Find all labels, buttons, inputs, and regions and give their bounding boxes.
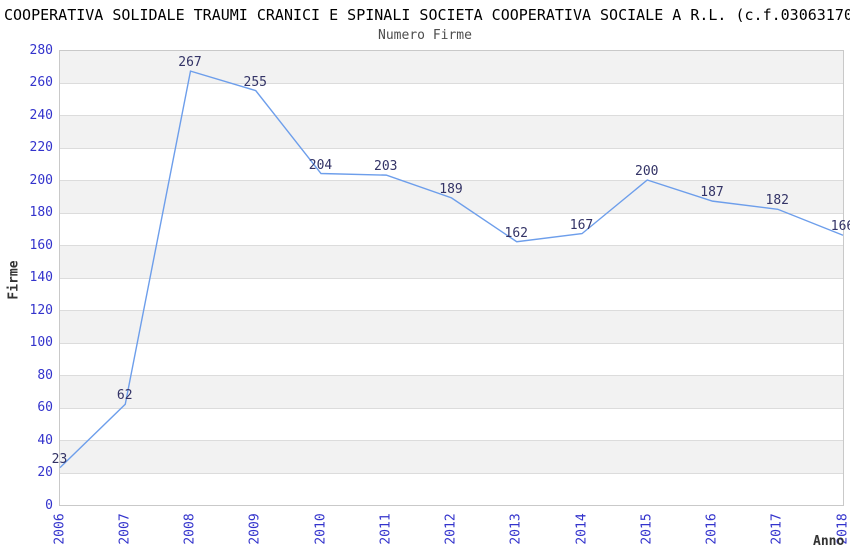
x-tick-label: 2013 [508,513,524,545]
data-point-label: 189 [439,181,463,197]
y-tick-label: 40 [37,432,53,448]
x-tick-label: 2012 [443,513,459,545]
data-point-label: 166 [830,219,850,235]
x-axis-title: Anno [813,534,845,549]
gridline [59,82,843,84]
x-tick-label: 2016 [704,513,720,545]
grid-band [59,115,843,148]
y-tick-label: 60 [37,400,53,415]
gridline [59,245,843,246]
x-tick-label: 2010 [313,513,328,545]
gridline [59,212,843,214]
data-point-label: 23 [51,451,68,467]
data-point-label: 204 [308,157,333,173]
series-line [59,70,843,469]
gridline [59,115,843,116]
x-tick-label: 2009 [247,513,263,545]
y-tick-label: 220 [29,140,53,155]
series-line-svg [59,70,843,469]
y-tick-label: 100 [29,335,53,350]
y-tick-label: 280 [29,42,53,58]
gridline [59,277,843,279]
gridline [59,180,843,181]
chart-title: COOPERATIVA SOLIDALE TRAUMI CRANICI E SP… [4,6,850,24]
x-tick-label: 2007 [117,513,133,545]
y-tick-label: 80 [37,367,53,383]
data-point-label: 167 [569,217,594,233]
gridline [59,147,843,149]
gridline [59,310,843,311]
gridline [59,440,843,441]
x-tick-label: 2011 [378,513,394,545]
y-tick-label: 0 [45,497,53,513]
grid-band [59,440,843,473]
chart-subtitle: Numero Firme [378,28,472,43]
grid-band [59,310,843,343]
y-tick-label: 260 [29,75,53,90]
x-tick-label: 2008 [182,513,198,545]
plot-area [59,50,843,505]
y-tick-label: 160 [29,237,53,253]
grid-band [59,245,843,278]
grid-band [59,50,843,83]
y-tick-label: 240 [29,107,53,123]
gridline [59,342,843,344]
data-point-label: 62 [116,388,133,404]
x-tick-label: 2014 [574,513,589,545]
data-point-label: 255 [243,74,267,90]
y-tick-label: 180 [29,205,53,220]
y-tick-label: 120 [29,302,53,318]
y-tick-label: 200 [29,172,53,188]
y-axis-title: Firme [6,260,22,300]
grid-band [59,375,843,408]
data-point-label: 162 [504,225,528,241]
data-point-label: 267 [178,55,202,71]
x-tick-label: 2006 [52,513,67,545]
gridline [59,375,843,376]
data-point-label: 200 [635,164,659,179]
grid-band [59,180,843,213]
data-point-label: 182 [765,193,789,209]
y-tick-label: 20 [37,465,53,480]
gridline [59,407,843,409]
x-tick-label: 2017 [769,513,785,545]
gridline [59,472,843,474]
y-tick-label: 140 [29,270,53,285]
data-point-label: 187 [700,185,724,201]
data-point-label: 203 [374,159,398,175]
x-tick-label: 2015 [639,513,655,545]
